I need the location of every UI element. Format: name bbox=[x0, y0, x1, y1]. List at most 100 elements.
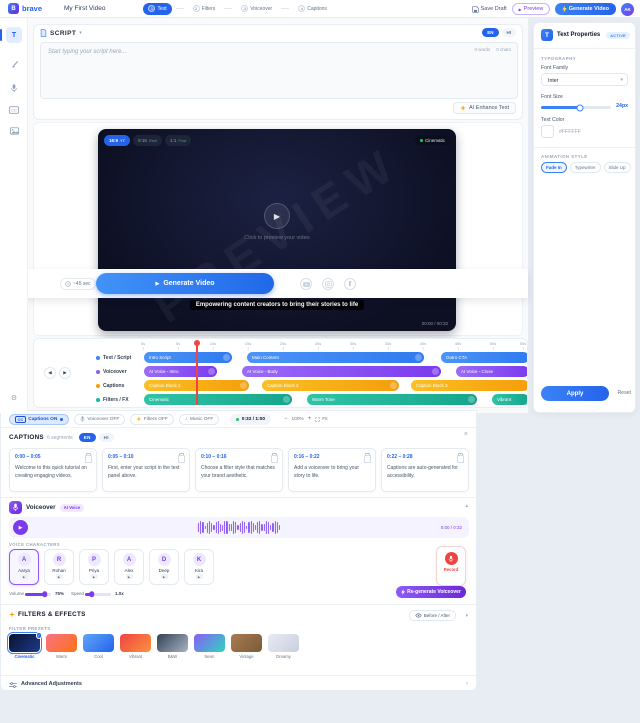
caption-card[interactable]: 0:05 – 0:10 First, enter your script in … bbox=[102, 448, 190, 492]
facebook-icon[interactable]: f bbox=[344, 278, 356, 290]
voice-alex[interactable]: A Alex ▶ bbox=[114, 549, 144, 585]
voice-aarya[interactable]: A Aarya ▶ bbox=[9, 549, 39, 585]
reset-button[interactable]: Reset bbox=[617, 390, 631, 396]
script-lang-en[interactable]: EN bbox=[482, 28, 499, 37]
caption-card[interactable]: 0:10 – 0:16 Choose a filter style that m… bbox=[195, 448, 283, 492]
ratio-16-9-button[interactable]: 16:9 YT bbox=[104, 135, 131, 146]
timeline-ruler[interactable]: 0s 5s 10s 15s 20s 25s 30s 35s 40s 45s 50… bbox=[141, 339, 526, 351]
timeline-play-button[interactable]: ▶ bbox=[59, 367, 71, 379]
clip-intro-script[interactable]: Intro Script bbox=[144, 352, 232, 363]
preset-bw[interactable]: B&W bbox=[157, 634, 188, 659]
preset-neon[interactable]: Neon bbox=[194, 634, 225, 659]
step-voiceover[interactable]: 3 Voiceover bbox=[236, 3, 277, 15]
clip-warm-tone[interactable]: Warm Tone bbox=[307, 394, 477, 405]
clip-handle[interactable] bbox=[223, 354, 230, 361]
clip-caption-block-3[interactable]: Caption Block 3 bbox=[411, 380, 527, 391]
clip-outro-cta[interactable]: Outro CTA bbox=[441, 352, 527, 363]
ratio-9-16-button[interactable]: 9:16 Reel bbox=[133, 135, 163, 146]
video-preview[interactable]: 16:9 YT 9:16 Reel 1:1 Post Cinematic PRE… bbox=[98, 129, 456, 331]
clip-handle[interactable] bbox=[468, 396, 475, 403]
voice-kira[interactable]: K Kira ▶ bbox=[184, 549, 214, 585]
youtube-icon[interactable] bbox=[300, 278, 312, 290]
filters-toggle[interactable]: Filters OFF bbox=[130, 413, 174, 425]
volume-slider[interactable] bbox=[25, 591, 51, 597]
music-toggle[interactable]: ♪ Music OFF bbox=[178, 413, 220, 425]
captions-lang-en[interactable]: EN bbox=[78, 433, 96, 442]
sidebar-item-text[interactable]: T bbox=[0, 27, 22, 43]
copy-icon[interactable] bbox=[456, 453, 464, 464]
generate-video-main-button[interactable]: ▶ Generate Video bbox=[96, 273, 274, 294]
clip-handle[interactable] bbox=[415, 354, 422, 361]
save-draft-button[interactable]: Save Draft bbox=[471, 5, 507, 13]
advanced-adjustments-row[interactable]: Advanced Adjustments › bbox=[1, 675, 476, 692]
voice-preview-icon[interactable]: ▶ bbox=[20, 574, 28, 579]
before-after-button[interactable]: Before / After bbox=[408, 610, 456, 621]
clip-handle[interactable] bbox=[432, 368, 439, 375]
clip-cinematic[interactable]: Cinematic bbox=[144, 394, 292, 405]
ai-enhance-button[interactable]: AI Enhance Text bbox=[453, 102, 516, 114]
fit-button[interactable]: Fit bbox=[315, 417, 328, 422]
sidebar-item-captions[interactable]: CC bbox=[6, 102, 22, 118]
copy-icon[interactable] bbox=[270, 453, 278, 464]
voiceover-toggle[interactable]: Voiceover OFF bbox=[73, 413, 126, 425]
slider-thumb[interactable] bbox=[41, 591, 48, 597]
copy-icon[interactable] bbox=[363, 453, 371, 464]
clip-handle[interactable] bbox=[390, 382, 397, 389]
font-size-slider[interactable] bbox=[541, 104, 611, 111]
voice-preview-icon[interactable]: ▶ bbox=[90, 574, 98, 579]
voice-rohan[interactable]: R Rohan ▶ bbox=[44, 549, 74, 585]
clip-ai-voice-intro[interactable]: AI Voice - Intro bbox=[144, 366, 217, 377]
script-lang-hi[interactable]: HI bbox=[501, 28, 516, 37]
project-title[interactable]: My First Video bbox=[64, 5, 106, 12]
play-button[interactable]: ▶ bbox=[264, 203, 290, 229]
regenerate-voiceover-button[interactable]: Re-generate Voiceover bbox=[396, 586, 466, 598]
slider-thumb[interactable] bbox=[576, 104, 583, 111]
generate-video-button[interactable]: Generate Video bbox=[555, 3, 616, 15]
voice-preview-icon[interactable]: ▶ bbox=[55, 574, 63, 579]
color-swatch[interactable] bbox=[541, 125, 554, 138]
captions-lang-hi[interactable]: HI bbox=[98, 433, 114, 442]
animation-slide-up[interactable]: Slide Up bbox=[603, 162, 631, 173]
user-avatar[interactable]: AK bbox=[621, 2, 634, 16]
caption-card[interactable]: 0:22 – 0:28 Captions are auto-generated … bbox=[381, 448, 469, 492]
zoom-in-button[interactable]: + bbox=[307, 416, 312, 422]
step-text[interactable]: 1 Text bbox=[143, 2, 172, 15]
preset-dreamy[interactable]: Dreamy bbox=[268, 634, 299, 659]
clip-vibrant[interactable]: Vibrant bbox=[492, 394, 527, 405]
voice-preview-icon[interactable]: ▶ bbox=[195, 574, 203, 579]
clip-main-content[interactable]: Main Content bbox=[247, 352, 424, 363]
ratio-1-1-button[interactable]: 1:1 Post bbox=[165, 135, 192, 146]
caption-card[interactable]: 0:16 – 0:22 Add a voiceover to bring you… bbox=[288, 448, 376, 492]
clip-handle[interactable] bbox=[240, 382, 247, 389]
caption-card[interactable]: 0:00 – 0:05 Welcome to this quick tutori… bbox=[9, 448, 97, 492]
close-icon[interactable]: × bbox=[463, 431, 468, 438]
animation-fade-in[interactable]: Fade In bbox=[541, 162, 567, 173]
preset-vintage[interactable]: Vintage bbox=[231, 634, 262, 659]
step-captions[interactable]: 4 Captions bbox=[293, 3, 332, 15]
chevron-down-icon[interactable]: ▾ bbox=[465, 613, 468, 619]
sidebar-item-media[interactable] bbox=[6, 123, 22, 139]
skip-back-button[interactable]: ◀ bbox=[44, 367, 56, 379]
record-button[interactable] bbox=[444, 552, 458, 565]
copy-icon[interactable] bbox=[84, 453, 92, 464]
instagram-icon[interactable] bbox=[322, 278, 334, 290]
speed-slider[interactable] bbox=[85, 591, 111, 597]
preset-cool[interactable]: Cool bbox=[83, 634, 114, 659]
step-filters[interactable]: 2 Filters bbox=[188, 3, 221, 15]
captions-toggle[interactable]: CC Captions ON bbox=[9, 413, 69, 425]
clip-handle[interactable] bbox=[283, 396, 290, 403]
font-family-select[interactable]: Inter ▾ bbox=[541, 73, 628, 86]
script-textarea[interactable]: Start typing your script here... 0 words… bbox=[40, 42, 518, 99]
sidebar-item-filters[interactable] bbox=[6, 56, 22, 72]
chevron-down-icon[interactable]: ▾ bbox=[79, 30, 82, 36]
preset-warm[interactable]: Warm bbox=[46, 634, 77, 659]
preset-cinematic[interactable]: ✓ Cinematic bbox=[7, 632, 42, 659]
voice-preview-icon[interactable]: ▶ bbox=[160, 574, 168, 579]
preset-vibrant[interactable]: Vibrant bbox=[120, 634, 151, 659]
sidebar-item-voiceover[interactable] bbox=[6, 80, 22, 96]
voiceover-play-button[interactable]: ▶ bbox=[13, 520, 28, 535]
playhead[interactable] bbox=[194, 340, 199, 405]
apply-button[interactable]: Apply bbox=[541, 386, 609, 401]
collapse-icon[interactable]: ▴ bbox=[465, 503, 468, 509]
voice-priya[interactable]: P Priya ▶ bbox=[79, 549, 109, 585]
